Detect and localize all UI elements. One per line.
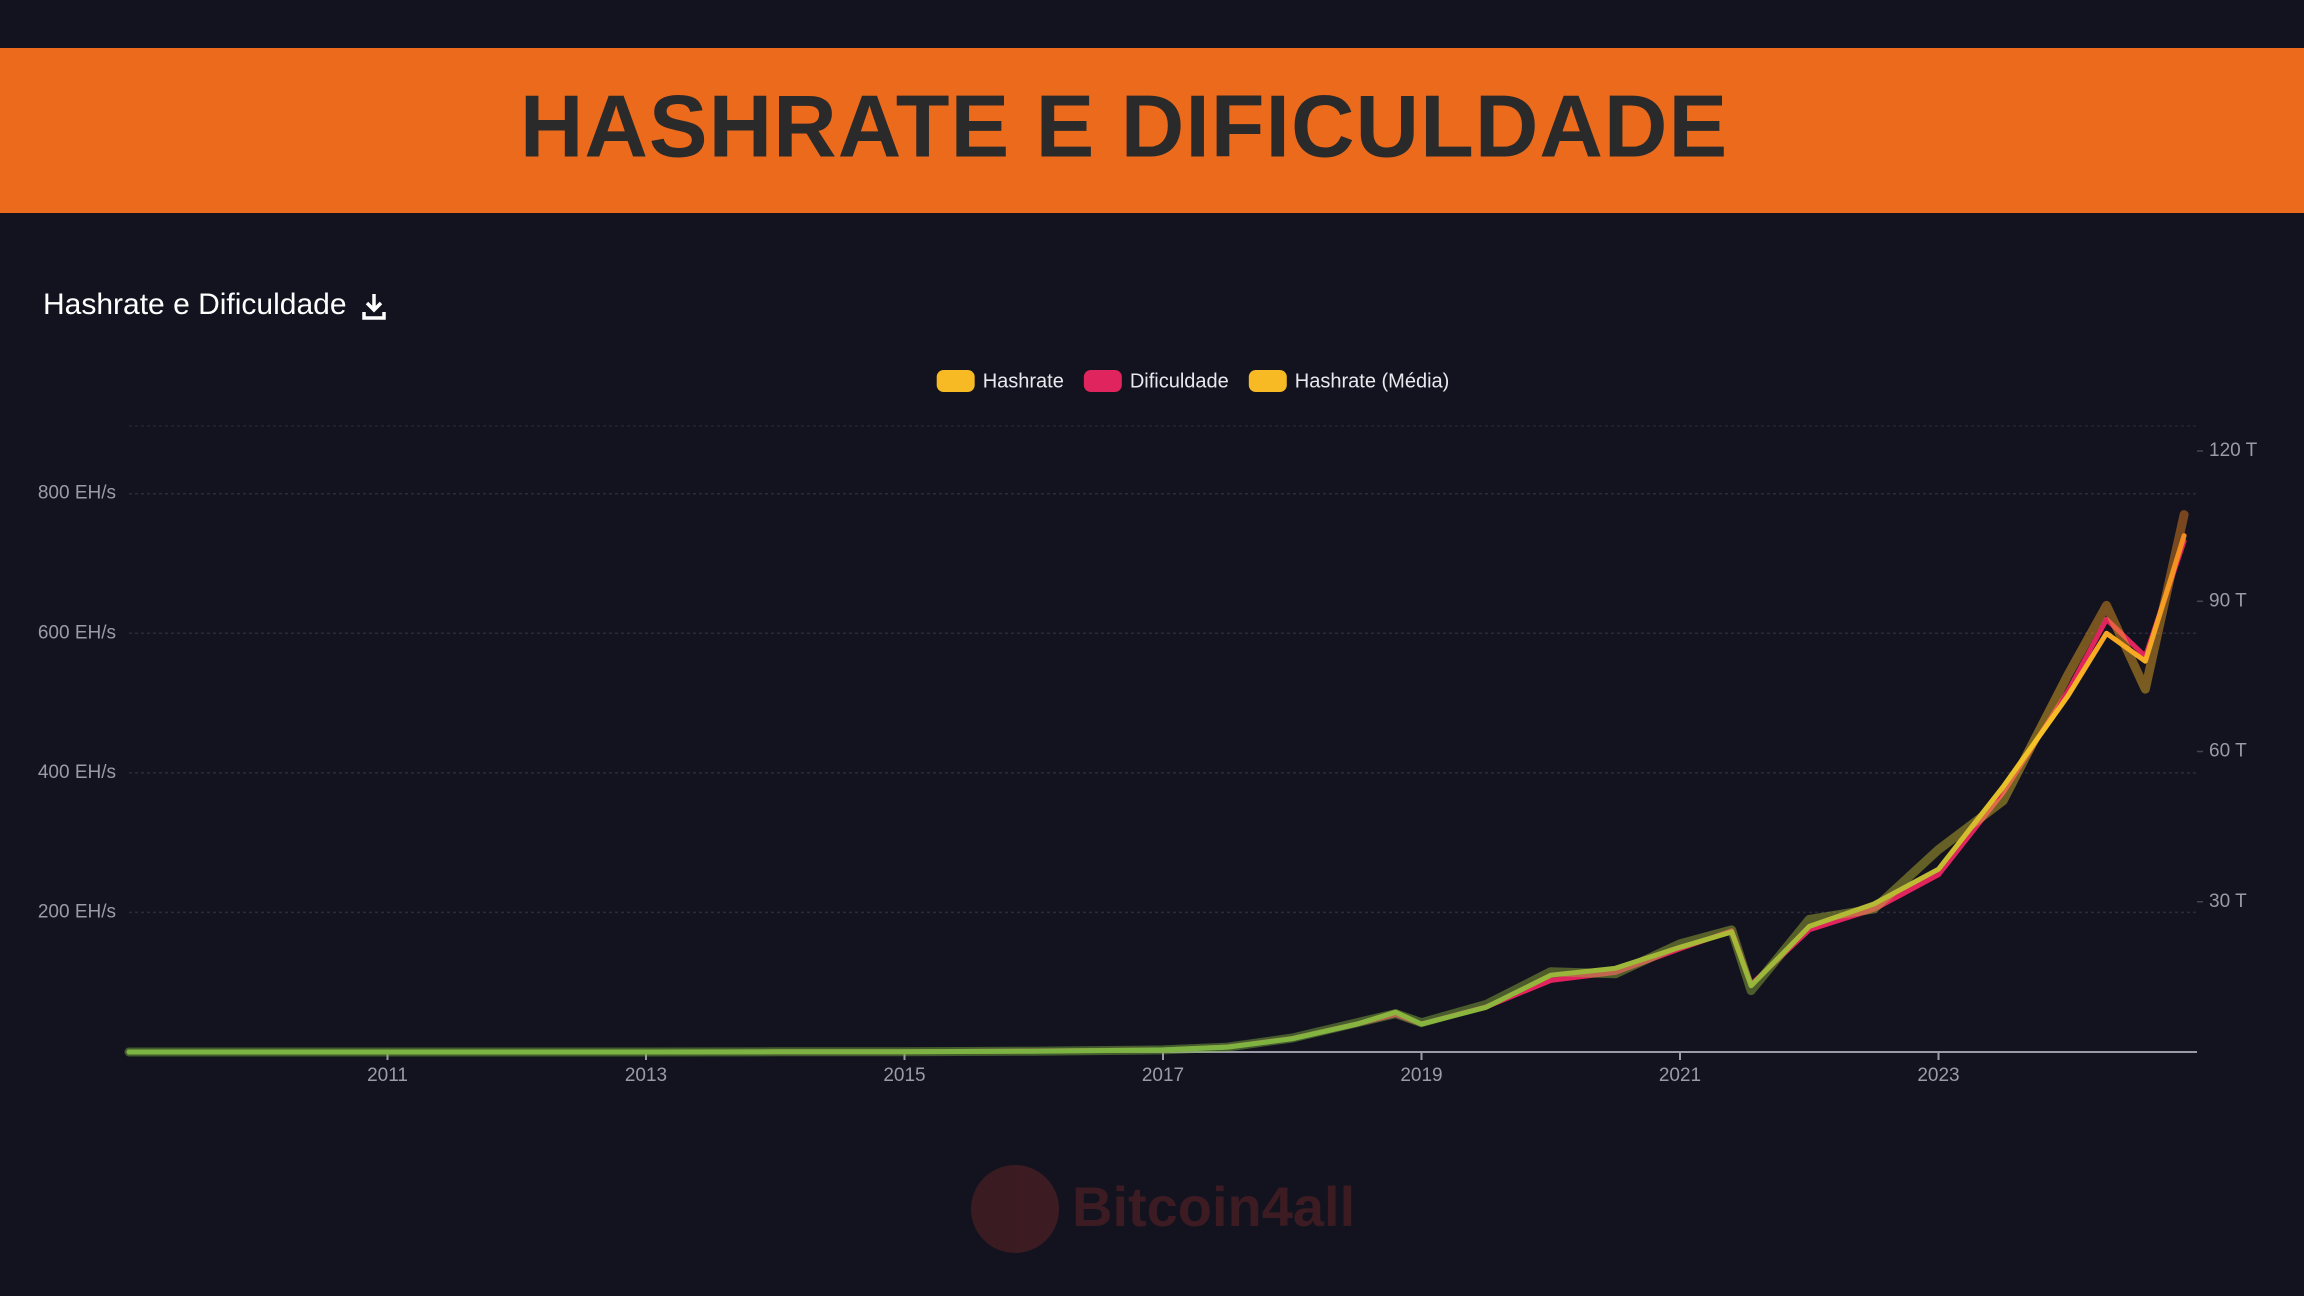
legend-label: Hashrate (Média) xyxy=(1295,370,1450,392)
watermark-text: Bitcoin4all xyxy=(1072,1175,1355,1238)
download-icon[interactable] xyxy=(362,294,386,320)
x-tick-label: 2023 xyxy=(1917,1065,1959,1086)
y2-tick-label: 60 T xyxy=(2209,741,2247,762)
x-tick-label: 2017 xyxy=(1142,1065,1184,1086)
legend-label: Hashrate xyxy=(983,370,1064,392)
banner xyxy=(0,48,2304,213)
legend-item[interactable]: Hashrate (Média) xyxy=(1248,370,1450,392)
legend-swatch xyxy=(936,370,975,392)
x-tick-label: 2019 xyxy=(1400,1065,1442,1086)
legend-swatch xyxy=(1083,370,1122,392)
x-tick-label: 2011 xyxy=(367,1065,408,1086)
y-tick-label: 400 EH/s xyxy=(38,762,116,783)
watermark: Bitcoin4all xyxy=(971,1165,1355,1253)
y2-tick-label: 90 T xyxy=(2209,590,2247,611)
legend: Hashrate Dificuldade Hashrate (Média) xyxy=(936,370,1450,392)
y-tick-label: 200 EH/s xyxy=(38,901,116,922)
x-tick-label: 2021 xyxy=(1659,1065,1701,1086)
x-tick-label: 2015 xyxy=(883,1065,925,1086)
y2-tick-label: 30 T xyxy=(2209,891,2247,912)
series-line xyxy=(126,533,2187,1055)
legend-item[interactable]: Hashrate xyxy=(936,370,1064,392)
watermark-logo xyxy=(971,1165,1059,1253)
y2-tick-label: 120 T xyxy=(2209,440,2258,461)
chart-title: Hashrate e Dificuldade xyxy=(43,288,347,321)
x-tick-label: 2013 xyxy=(625,1065,667,1086)
y-tick-label: 800 EH/s xyxy=(38,483,116,504)
banner-title: HASHRATE E DIFICULDADE xyxy=(520,76,1728,175)
legend-item[interactable]: Dificuldade xyxy=(1083,370,1229,392)
legend-swatch xyxy=(1248,370,1287,392)
legend-label: Dificuldade xyxy=(1130,370,1229,392)
y-tick-label: 600 EH/s xyxy=(38,622,116,643)
